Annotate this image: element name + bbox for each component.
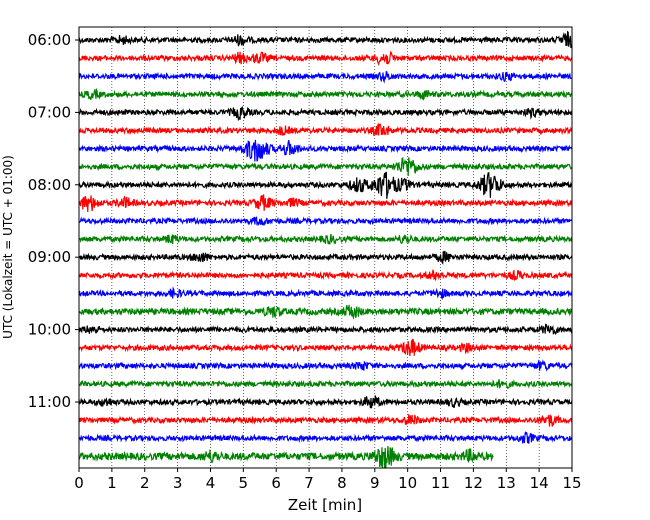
trace-line (78, 50, 573, 66)
y-axis-label: UTC (Lokalzeit = UTC + 01:00) (1, 155, 15, 339)
x-tick-label: 8 (337, 474, 347, 492)
trace-line (78, 171, 573, 199)
trace-line (78, 250, 573, 265)
trace-line (78, 323, 573, 335)
trace-line (78, 122, 573, 137)
x-tick-label: 14 (530, 474, 549, 492)
trace-line (78, 156, 573, 176)
x-tick-label: 3 (173, 474, 183, 492)
trace-line (78, 30, 573, 49)
x-tick-label: 7 (304, 474, 314, 492)
y-tick-label: 09:00 (28, 248, 71, 266)
trace-line (78, 414, 573, 427)
y-tick-label: 11:00 (28, 393, 71, 411)
y-tick-label: 10:00 (28, 321, 71, 339)
trace-line (78, 394, 573, 409)
trace-line (78, 359, 573, 372)
x-tick-label: 5 (239, 474, 249, 492)
y-tick-label: 07:00 (28, 103, 71, 121)
y-tick-label: 08:00 (28, 176, 71, 194)
seismogram-traces (78, 30, 573, 469)
x-tick-label: 15 (562, 474, 581, 492)
trace-line (78, 338, 573, 356)
trace-line (78, 304, 573, 320)
x-tick-label: 10 (398, 474, 417, 492)
x-tick-label: 4 (206, 474, 216, 492)
y-tick-label: 06:00 (28, 31, 71, 49)
x-tick-label: 9 (370, 474, 380, 492)
x-tick-label: 12 (464, 474, 483, 492)
trace-line (78, 269, 573, 281)
trace-line (78, 379, 573, 390)
trace-line (78, 431, 573, 444)
x-axis-label: Zeit [min] (288, 496, 362, 514)
x-tick-label: 0 (74, 474, 84, 492)
trace-line (78, 216, 573, 227)
trace-line (78, 194, 573, 212)
trace-line (78, 70, 573, 84)
trace-line (78, 445, 494, 469)
x-tick-label: 6 (271, 474, 281, 492)
trace-line (78, 139, 573, 162)
plot-background (79, 27, 572, 468)
plot-frame (78, 26, 573, 469)
trace-line (78, 233, 573, 245)
x-axis-ticks: 0 1 2 3 4 5 6 7 8 9 10 11 12 13 14 15 (74, 468, 582, 492)
x-tick-label: 1 (107, 474, 117, 492)
trace-line (78, 286, 573, 300)
x-tick-label: 13 (497, 474, 516, 492)
y-axis-ticks: 06:00 07:00 08:00 09:00 10:00 11:00 (28, 31, 79, 411)
x-tick-label: 2 (140, 474, 150, 492)
trace-line (78, 105, 573, 122)
x-tick-label: 11 (431, 474, 450, 492)
trace-line (78, 87, 573, 101)
